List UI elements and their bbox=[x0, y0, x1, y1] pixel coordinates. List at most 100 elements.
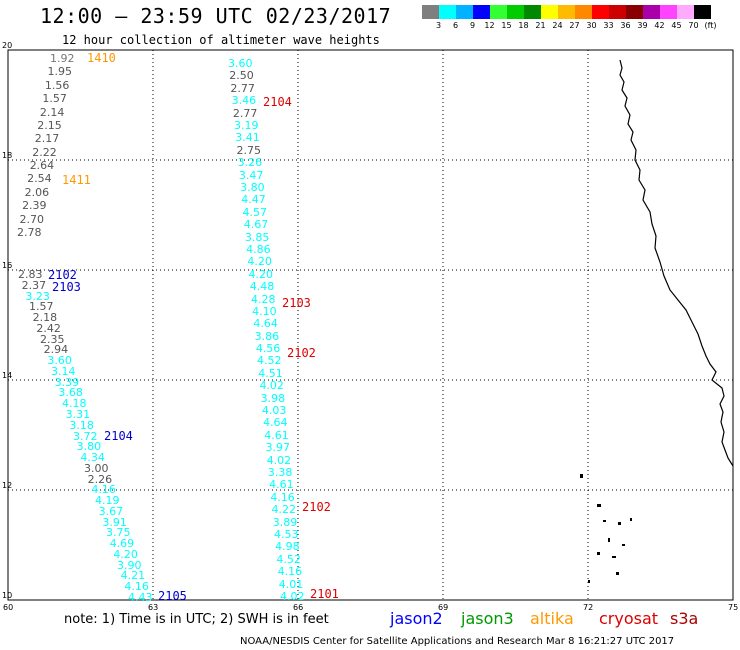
wave-height-value: 2.06 bbox=[24, 185, 50, 199]
wave-height-value: 3.91 bbox=[102, 515, 127, 529]
wave-height-value: 2.39 bbox=[22, 199, 47, 213]
legend-jason3: jason3 bbox=[461, 609, 514, 628]
colorbar-label: 36 bbox=[620, 21, 631, 30]
wave-height-value: 1.57 bbox=[42, 92, 67, 106]
colorbar-swatch bbox=[694, 5, 711, 19]
island-blob bbox=[597, 504, 601, 507]
colorbar-label: 9 bbox=[469, 21, 476, 30]
wave-height-value: 2.78 bbox=[17, 226, 42, 239]
wave-height-value: 4.86 bbox=[246, 242, 271, 256]
colorbar-label: 45 bbox=[671, 21, 682, 30]
colorbar-swatch bbox=[558, 5, 575, 19]
colorbar-label: 42 bbox=[654, 21, 665, 30]
wave-height-value: 2.75 bbox=[236, 143, 261, 157]
wave-height-value: 4.43 bbox=[128, 591, 153, 604]
footer-note: note: 1) Time is in UTC; 2) SWH is in fe… bbox=[64, 612, 329, 627]
wave-height-value: 4.61 bbox=[264, 428, 289, 442]
wave-height-value: 4.57 bbox=[242, 205, 268, 219]
colorbar-label: 30 bbox=[586, 21, 597, 30]
colorbar-label: (ft) bbox=[704, 21, 717, 30]
wave-height-value: 4.20 bbox=[247, 255, 272, 269]
wave-height-value: 4.16 bbox=[124, 580, 149, 594]
colorbar-swatch bbox=[473, 5, 490, 19]
wave-height-value: 4.53 bbox=[273, 528, 299, 542]
island-blob bbox=[622, 544, 625, 546]
wave-height-value: 4.20 bbox=[248, 267, 274, 281]
colorbar-swatch bbox=[660, 5, 677, 19]
wave-height-value: 4.19 bbox=[95, 494, 120, 508]
colorbar-label: 3 bbox=[435, 21, 442, 30]
footer-credit: NOAA/NESDIS Center for Satellite Applica… bbox=[240, 636, 675, 647]
wave-height-value: 4.10 bbox=[252, 304, 277, 318]
wave-height-value: 3.72 bbox=[73, 429, 98, 443]
pass-number-label: 2104 bbox=[263, 95, 292, 109]
wave-height-value: 3.47 bbox=[238, 168, 264, 182]
wave-height-value: 4.18 bbox=[62, 397, 87, 411]
wave-height-value: 3.19 bbox=[234, 118, 259, 132]
wave-height-value: 3.41 bbox=[235, 131, 260, 145]
wave-height-value: 1.57 bbox=[29, 300, 54, 314]
x-tick-label: 63 bbox=[148, 603, 159, 612]
colorbar-swatch bbox=[541, 5, 558, 19]
wave-height-value: 3.26 bbox=[237, 156, 263, 170]
wave-height-value: 2.15 bbox=[37, 118, 62, 132]
pass-number-label: 2102 bbox=[302, 500, 331, 514]
wave-height-value: 2.50 bbox=[229, 69, 254, 83]
colorbar-label: 27 bbox=[569, 21, 580, 30]
wave-height-value: 2.54 bbox=[27, 172, 52, 186]
wave-height-value: 2.70 bbox=[19, 212, 45, 226]
wave-height-value: 2.83 bbox=[18, 268, 43, 281]
wave-height-value: 3.67 bbox=[98, 504, 124, 518]
wave-height-value: 4.02 bbox=[280, 590, 305, 603]
wave-height-value: 4.16 bbox=[270, 490, 295, 504]
pass-number-label: 2102 bbox=[48, 268, 77, 282]
wave-height-value: 4.56 bbox=[255, 342, 281, 356]
wave-height-value: 4.16 bbox=[91, 483, 116, 497]
wave-height-value: 3.23 bbox=[25, 289, 50, 303]
pass-number-label: 1410 bbox=[87, 51, 116, 65]
island-blob bbox=[603, 520, 606, 522]
wave-height-value: 4.01 bbox=[278, 577, 304, 591]
wave-height-value: 3.86 bbox=[254, 329, 280, 343]
wave-height-value: 2.14 bbox=[39, 105, 65, 119]
wave-height-value: 3.18 bbox=[69, 418, 94, 432]
x-tick-label: 66 bbox=[293, 603, 304, 612]
wave-height-value: 2.77 bbox=[230, 81, 255, 95]
wave-height-value: 4.61 bbox=[269, 478, 294, 492]
pass-number-label: 2101 bbox=[310, 587, 339, 601]
wave-height-value: 4.02 bbox=[259, 379, 284, 393]
island-blob bbox=[608, 538, 610, 542]
colorbar-labels: 3 6 9 12 15 18 21 24 27 30 33 36 39 42 45 70 (ft) bbox=[422, 21, 740, 33]
wave-height-value: 3.60 bbox=[228, 57, 253, 70]
colorbar-label: 18 bbox=[518, 21, 529, 30]
wave-height-value: 4.51 bbox=[258, 366, 283, 380]
colorbar-label: 70 bbox=[688, 21, 699, 30]
wave-height-value: 4.64 bbox=[253, 317, 278, 331]
wave-height-value: 3.98 bbox=[260, 391, 286, 405]
colorbar-label: 39 bbox=[637, 21, 648, 30]
coastline bbox=[619, 59, 734, 467]
wave-height-value: 4.69 bbox=[109, 537, 135, 551]
pass-number-label: 1411 bbox=[62, 173, 91, 187]
colorbar-swatch bbox=[439, 5, 456, 19]
island-blob bbox=[630, 518, 632, 521]
legend-jason2: jason2 bbox=[390, 609, 443, 628]
wave-height-value: 2.37 bbox=[21, 278, 47, 292]
page-title: 12:00 – 23:59 UTC 02/23/2017 bbox=[40, 4, 392, 28]
wave-height-value: 2.18 bbox=[32, 311, 58, 325]
wave-height-value: 2.94 bbox=[43, 343, 69, 357]
wave-height-value: 3.68 bbox=[58, 386, 83, 400]
pass-number-label: 2103 bbox=[282, 296, 311, 310]
wave-height-value: 4.67 bbox=[243, 218, 269, 232]
island-blob bbox=[588, 580, 590, 583]
colorbar-label: 15 bbox=[501, 21, 512, 30]
x-tick-label: 69 bbox=[438, 603, 449, 612]
wave-height-value: 4.64 bbox=[263, 416, 288, 430]
pass-number-label: 2105 bbox=[158, 589, 187, 603]
y-tick-label: 12 bbox=[2, 481, 13, 490]
wave-height-value: 4.47 bbox=[241, 193, 266, 207]
colorbar-label: 12 bbox=[484, 21, 495, 30]
wave-height-value: 4.98 bbox=[275, 540, 300, 554]
colorbar-swatch bbox=[677, 5, 694, 19]
